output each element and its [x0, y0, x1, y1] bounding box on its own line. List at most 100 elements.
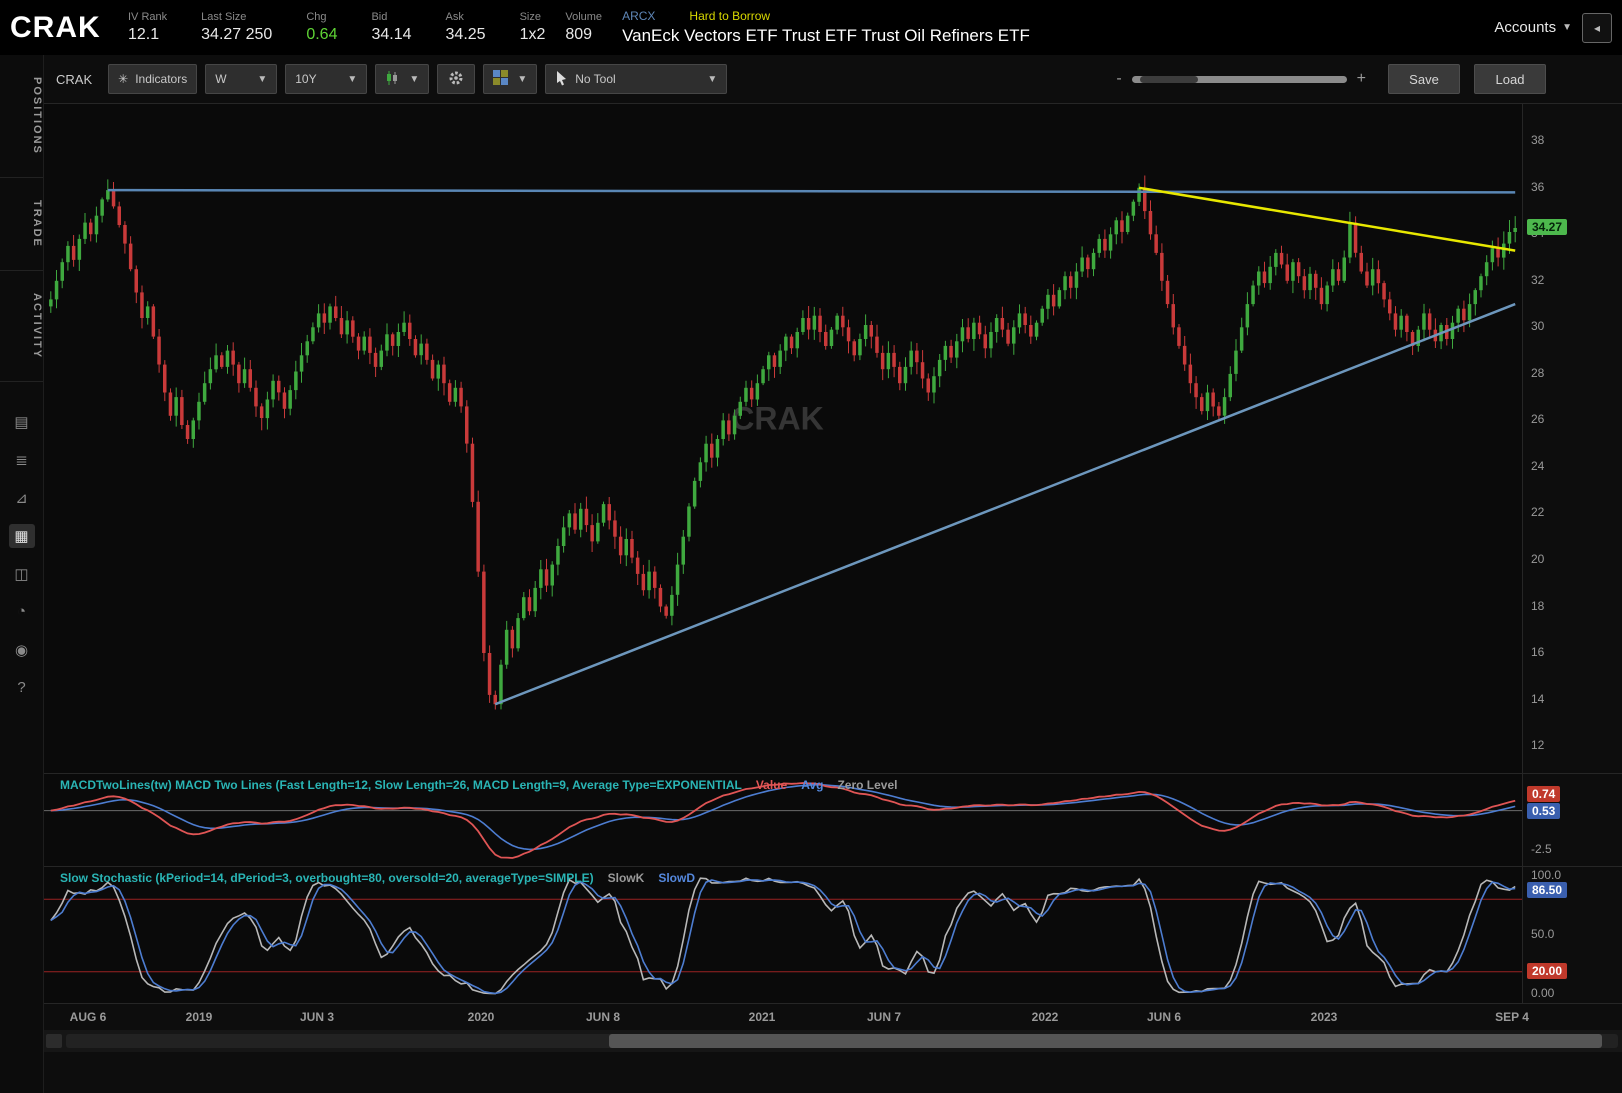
macd-avg-badge: 0.53	[1527, 803, 1561, 819]
price-tick: 18	[1531, 598, 1545, 613]
sidebar-icon-rail: ▤ ≣ ⊿ ▦ ◫ ◔ ◉?	[8, 410, 35, 700]
time-axis-label: 2021	[748, 1010, 776, 1024]
field-ask: Ask 34.25	[445, 11, 486, 43]
field-size: Size 1x2	[519, 11, 546, 43]
chevron-down-icon: ▼	[517, 73, 528, 85]
price-chart[interactable]: CRAK	[44, 104, 1522, 773]
price-tick: 14	[1531, 691, 1545, 706]
cursor-icon	[555, 70, 568, 89]
price-tick: 12	[1531, 738, 1545, 753]
stoch-axis-0: 0.00	[1531, 986, 1555, 1000]
macd-legend-avg: Avg	[801, 778, 824, 792]
chart-scrollbar[interactable]	[66, 1034, 1618, 1048]
load-button[interactable]: Load	[1474, 64, 1546, 94]
zoom-in-button[interactable]: +	[1356, 70, 1366, 87]
indicators-button[interactable]: ✳ Indicators	[108, 64, 198, 94]
time-axis: AUG 6 2019 JUN 3 2020 JUN 8 2021 JUN 7 2022 JUN …	[44, 1003, 1622, 1030]
time-axis-label: JUN 8	[585, 1010, 621, 1024]
stoch-chart[interactable]	[44, 867, 1522, 1003]
chart-bar-icon[interactable]: ▤	[14, 413, 29, 431]
time-axis-label: JUN 3	[299, 1010, 335, 1024]
accounts-menu[interactable]: Accounts ▼	[1494, 19, 1572, 36]
time-axis-label: JUN 7	[866, 1010, 902, 1024]
stoch-legend-k: SlowK	[607, 871, 645, 885]
stoch-d-badge: 86.50	[1527, 882, 1568, 898]
chevron-left-icon: ◂	[1593, 20, 1601, 35]
last-price-badge: 34.27	[1527, 218, 1568, 235]
price-tick: 24	[1531, 458, 1545, 473]
time-axis-label: JUN 6	[1146, 1010, 1182, 1024]
support-line	[494, 302, 1516, 706]
save-button[interactable]: Save	[1388, 64, 1460, 94]
price-tick: 32	[1531, 272, 1545, 287]
macd-value-badge: 0.74	[1527, 786, 1561, 802]
macd-legend-value: Value	[755, 778, 788, 792]
instrument-name: VanEck Vectors ETF Trust ETF Trust Oil R…	[622, 26, 1030, 45]
quote-header: CRAK IV Rank 12.1 Last Size 34.27 250 Ch…	[0, 0, 1622, 55]
zoom-control: - +	[1116, 70, 1366, 88]
drawing-tool-select[interactable]: No Tool ▼	[545, 64, 728, 94]
sidebar-tab-trade[interactable]: TRADE	[0, 178, 43, 271]
field-last-size: Last Size 34.27 250	[201, 11, 273, 43]
stoch-legend-d: SlowD	[658, 871, 695, 885]
sidebar-tab-positions[interactable]: POSITIONS	[0, 55, 43, 178]
time-axis-label: AUG 6	[69, 1010, 107, 1024]
zoom-slider-thumb[interactable]	[1139, 75, 1198, 83]
chart-watermark: CRAK	[731, 401, 823, 437]
grid-layout-select[interactable]: ▼	[483, 64, 538, 94]
time-axis-label: SEP 4	[1495, 1010, 1529, 1024]
chart-toolbar: CRAK ✳ Indicators W ▼ 10Y ▼	[44, 55, 1622, 103]
time-axis-label: 2022	[1031, 1010, 1059, 1024]
zoom-out-button[interactable]: -	[1116, 70, 1122, 87]
time-axis-label: 2023	[1310, 1010, 1338, 1024]
chevron-down-icon: ▼	[409, 73, 420, 85]
list-icon[interactable]: ≣	[15, 451, 28, 469]
chart-scrollbar-thumb[interactable]	[609, 1034, 1603, 1048]
price-tick: 30	[1531, 319, 1545, 334]
macd-legend-zero: Zero Level	[837, 778, 898, 792]
macd-axis-label: -2.5	[1531, 842, 1552, 856]
chart-scrollbar-row	[44, 1030, 1622, 1052]
field-chg: Chg 0.64	[306, 11, 338, 43]
help-icon[interactable]: ?	[17, 679, 26, 697]
macd-chart[interactable]	[44, 774, 1522, 866]
chart-type-select[interactable]: ▼	[375, 64, 430, 94]
chevron-down-icon: ▼	[347, 73, 358, 85]
macd-panel: MACDTwoLines(tw) MACD Two Lines (Fast Le…	[44, 773, 1622, 866]
chevron-down-icon: ▼	[707, 73, 718, 85]
price-tick: 16	[1531, 645, 1545, 660]
clock-icon[interactable]: ◔	[16, 603, 27, 621]
stoch-axis-50: 50.0	[1531, 927, 1555, 941]
symbol-title: CRAK	[10, 10, 101, 44]
sidebar-tab-activity[interactable]: ACTIVITY	[0, 271, 43, 382]
draw-tool-icon[interactable]: ⊿	[15, 489, 28, 507]
chart-settings-button[interactable]	[437, 64, 476, 94]
chevron-down-icon: ▼	[257, 73, 268, 85]
price-panel: CRAK 383634323028262422201816141234.27	[44, 103, 1622, 773]
scrollbar-corner	[46, 1034, 62, 1048]
macd-axis: 0.74 0.53 -2.5	[1522, 774, 1622, 866]
stochastic-panel: Slow Stochastic (kPeriod=14, dPeriod=3, …	[44, 866, 1622, 1003]
chevron-down-icon: ▼	[1562, 22, 1572, 33]
price-tick: 36	[1531, 179, 1545, 194]
price-tick: 38	[1531, 133, 1545, 148]
macd-value-line	[50, 782, 1516, 859]
resistance-line	[107, 188, 1516, 194]
grid-icon	[493, 70, 509, 88]
range-select[interactable]: 10Y ▼	[285, 64, 368, 94]
indicators-icon: ✳	[118, 72, 129, 86]
collapse-panel-button[interactable]: ◂	[1582, 12, 1612, 43]
macd-title: MACDTwoLines(tw) MACD Two Lines (Fast Le…	[60, 778, 742, 792]
zoom-slider[interactable]	[1131, 75, 1347, 83]
price-tick: 22	[1531, 505, 1545, 520]
layout-icon[interactable]: ◫	[14, 565, 29, 583]
grid-chart-icon[interactable]: ▦	[8, 523, 35, 548]
stoch-axis: 100.0 86.50 50.0 20.00 0.00	[1522, 867, 1622, 1003]
people-icon[interactable]: ◉	[14, 641, 29, 659]
timeframe-select[interactable]: W ▼	[205, 64, 278, 94]
price-tick: 20	[1531, 551, 1545, 566]
yellow-line	[1138, 186, 1516, 252]
price-axis: 383634323028262422201816141234.27	[1522, 104, 1622, 773]
stoch-title: Slow Stochastic (kPeriod=14, dPeriod=3, …	[60, 871, 594, 885]
